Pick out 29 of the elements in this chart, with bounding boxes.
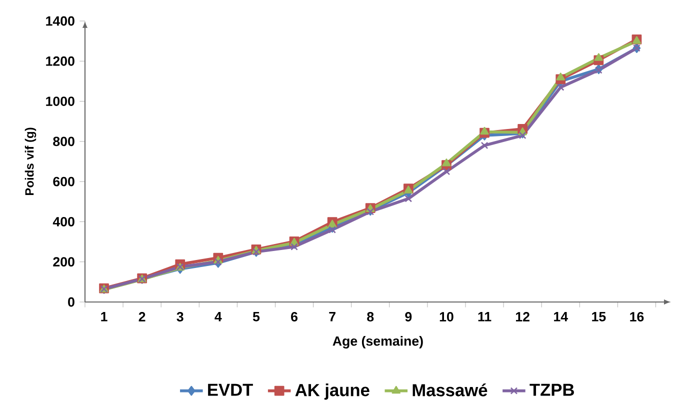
y-tick-label: 0 xyxy=(68,297,74,307)
legend-label: EVDT xyxy=(208,384,253,396)
y-tick-label: 200 xyxy=(53,257,74,267)
y-tick-label: 600 xyxy=(53,176,74,186)
x-tick-label: 8 xyxy=(367,312,374,322)
x-tick-label: 16 xyxy=(630,312,644,322)
x-tick-label: 11 xyxy=(478,312,492,322)
x-tick-label: 4 xyxy=(214,312,222,322)
x-tick-label: 1 xyxy=(101,312,108,322)
legend-label: Massawé xyxy=(412,383,488,396)
y-axis-title: Poids vif (g) xyxy=(24,128,36,196)
x-tick-label: 5 xyxy=(252,312,260,322)
x-tick-label: 14 xyxy=(554,312,568,322)
x-tick-label: 10 xyxy=(440,312,454,322)
y-tick-label: 1200 xyxy=(46,56,74,66)
y-tick-label: 400 xyxy=(52,216,74,226)
x-tick-label: 15 xyxy=(592,312,606,322)
x-tick-label: 7 xyxy=(329,312,336,322)
y-tick-label: 1000 xyxy=(46,96,74,106)
x-axis-title: Age (semaine) xyxy=(332,336,423,348)
x-tick-label: 6 xyxy=(291,312,298,322)
x-tick-label: 9 xyxy=(405,312,412,322)
x-tick-label: 3 xyxy=(176,312,184,322)
legend-label: AK jaune xyxy=(295,384,370,400)
legend-label: TZPB xyxy=(530,384,574,396)
x-tick-label: 2 xyxy=(138,312,146,322)
y-tick-label: 800 xyxy=(53,136,74,146)
y-tick-label: 1400 xyxy=(46,16,74,26)
x-tick-label: 12 xyxy=(516,312,530,322)
